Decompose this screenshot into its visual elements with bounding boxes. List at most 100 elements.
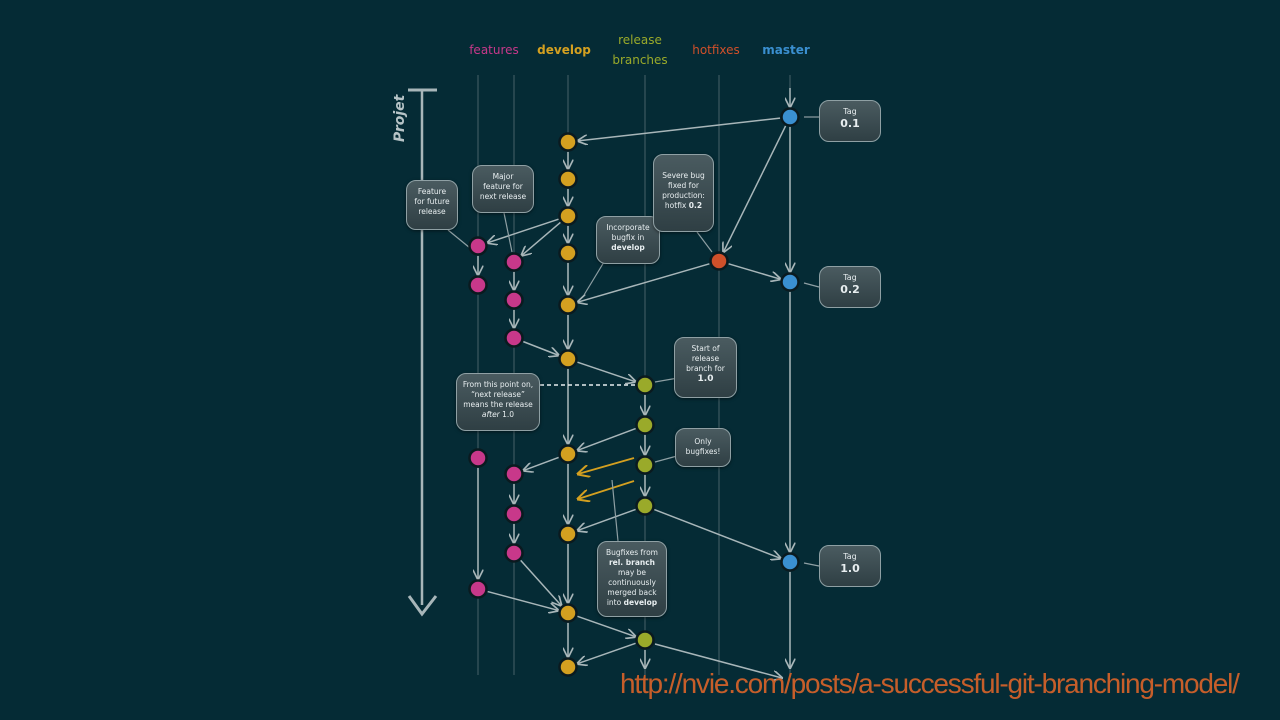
feature-merge-arrow [520,559,562,605]
callout-pointer [447,229,471,249]
callout-text: release [418,207,446,216]
callout-text: 1.0 [697,374,714,384]
master-commit [780,552,800,572]
callout-from-this-point: From this point on, “next release” means… [456,373,540,431]
continuous-merge-arrow [578,457,635,474]
callout-text: branch for [686,364,725,373]
feature-commit [504,290,524,310]
develop-commit [558,206,578,226]
feature-commit [468,579,488,599]
hotfix-to-master-arrow [728,263,781,279]
callout-text: Only [694,437,712,446]
callout-text: rel. branch [608,558,656,567]
column-label-features: features [469,43,519,57]
release-commit [635,496,655,516]
callout-pointer [611,479,619,542]
branch-feature-arrow [522,221,561,255]
release-to-develop-arrow [577,427,636,451]
master-commit [780,107,800,127]
callout-text: may be [617,568,647,577]
hotfix-commit [709,251,729,271]
callout-text: fixed for [667,181,699,190]
master-to-develop-arrow [578,117,781,141]
release-to-master-arrow [654,508,780,559]
feature-commit [504,252,524,272]
callout-text: next release [479,192,527,201]
tag-1-0: Tag 1.0 [819,545,881,587]
release-commit [635,630,655,650]
feature-commit [504,328,524,348]
callout-text: develop [611,243,645,252]
develop-commit [558,657,578,677]
timeline-label: Projet [392,94,408,142]
branch-hotfix-arrow [723,125,787,252]
callout-text: for future [414,197,450,206]
callout-text: Start of [691,344,720,353]
callout-pointer [696,231,713,253]
callout-text: production: [662,191,705,200]
callout-text: Severe bug [662,171,705,180]
feature-commit [468,448,488,468]
tag-label: Tag [843,273,857,282]
release-commit [635,415,655,435]
callout-text: Major [492,172,514,181]
column-label-master: master [762,43,810,57]
callout-text: Incorporate [606,223,650,232]
develop-commit [558,444,578,464]
release-to-develop-arrow [577,508,636,530]
callout-text: into [606,598,622,607]
feature-merge-arrow [487,590,559,611]
develop-commit [558,243,578,263]
callout-text: bugfixes! [685,447,721,456]
tag-0-1: Tag 0.1 [819,100,881,142]
develop-commit [558,349,578,369]
release-to-master-arrow [654,643,782,678]
tag-label: Tag [843,107,857,116]
branch-release-arrow [577,361,635,382]
callout-text: after [481,410,500,419]
feature-commit [504,543,524,563]
branch-feature-arrow [523,456,559,470]
master-commit [780,272,800,292]
column-label-develop: develop [537,43,591,57]
release-commit [635,375,655,395]
feature-commit [468,275,488,295]
source-url: http://nvie.com/posts/a-successful-git-b… [620,668,1240,699]
column-label-release-line1: release [618,33,662,47]
callout-text: 1.0 [502,410,515,419]
callout-pointer [503,212,513,253]
release-commit [635,455,655,475]
tag-value: 0.2 [840,283,860,296]
tag-label: Tag [843,552,857,561]
feature-commit [504,504,524,524]
callout-bugfixes-from-release: Bugfixes from rel. branch may be continu… [597,541,667,617]
callout-text: Feature [417,187,447,196]
callout-text: 0.2 [688,201,703,210]
feature-commit [504,464,524,484]
continuous-merge-arrow [578,480,635,499]
callout-pointer [654,455,678,463]
callout-incorporate-bugfix: Incorporate bugfix in develop [596,216,660,264]
release-to-develop-arrow [577,642,636,663]
column-label-release-line2: branches [612,53,668,67]
develop-commit [558,169,578,189]
develop-to-release-arrow [577,615,635,636]
callout-pointer [803,562,820,567]
callout-text: continuously [608,578,656,587]
develop-commit [558,524,578,544]
feature-commit [468,236,488,256]
tag-value: 1.0 [840,562,860,575]
callout-future-feature: Feature for future release [406,180,458,230]
tag-0-2: Tag 0.2 [819,266,881,308]
callout-major-feature: Major feature for next release [472,165,534,213]
develop-commit [558,132,578,152]
callout-text: feature for [483,182,523,191]
develop-commit [558,603,578,623]
feature-merge-arrow [523,340,558,356]
callout-text: “next release” [471,390,525,399]
callout-text: release [691,354,720,363]
callout-only-bugfixes: Only bugfixes! [675,428,731,467]
column-label-release-branches: release branches [612,30,667,70]
